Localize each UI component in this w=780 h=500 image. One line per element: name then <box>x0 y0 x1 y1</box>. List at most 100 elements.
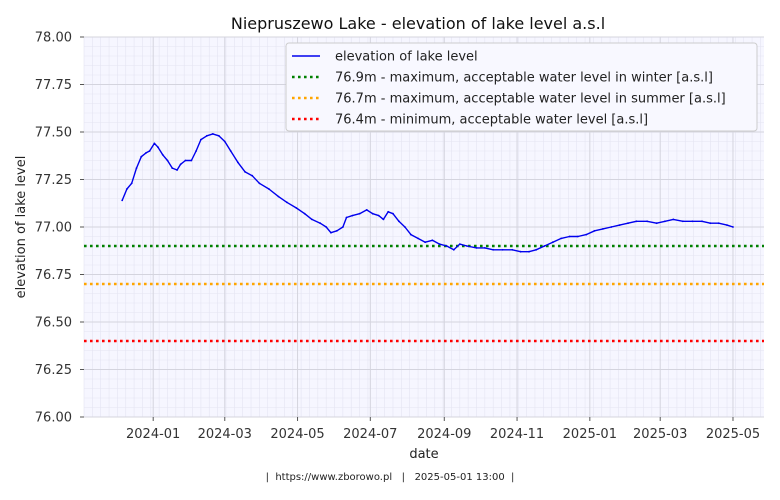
data-point <box>717 222 720 225</box>
data-point <box>519 250 522 253</box>
legend-box <box>285 42 758 132</box>
data-point <box>635 220 638 223</box>
data-point <box>560 237 563 240</box>
data-point <box>166 159 169 162</box>
y-tick-label: 77.50 <box>35 126 72 141</box>
data-point <box>285 201 288 204</box>
data-point <box>135 167 138 170</box>
data-point <box>610 226 613 228</box>
y-axis: 76.00 76.25 76.50 76.75 77.00 77.25 77.50 77.75… <box>35 31 84 426</box>
x-tick-label: 2024-01 <box>126 427 180 442</box>
data-point <box>438 243 441 246</box>
legend-label: 76.7m - maximum, acceptable water level … <box>335 92 726 107</box>
data-point <box>382 218 385 221</box>
x-tick-label: 2025-01 <box>563 427 617 442</box>
data-point <box>211 133 214 135</box>
legend-label: 76.4m - minimum, acceptable water level … <box>335 113 648 128</box>
y-tick-label: 77.25 <box>35 173 72 188</box>
y-axis-label: elevation of lake level <box>14 156 29 299</box>
data-point <box>148 150 151 152</box>
x-tick-label: 2024-07 <box>343 427 397 442</box>
x-tick-label: 2025-03 <box>633 427 687 442</box>
y-tick-label: 77.00 <box>35 221 72 236</box>
data-point <box>528 250 530 253</box>
data-point <box>627 222 629 225</box>
data-point <box>681 220 684 223</box>
legend-label: 76.9m - maximum, acceptable water level … <box>335 71 713 86</box>
data-point <box>392 212 394 215</box>
series-layer <box>121 133 734 253</box>
data-point <box>732 226 734 228</box>
data-point <box>121 199 124 202</box>
data-point <box>358 212 361 215</box>
data-point <box>672 218 675 221</box>
data-point <box>258 182 261 185</box>
data-point <box>140 155 143 158</box>
footer: | https://www.zborowo.pl | 2025-05-01 13… <box>0 472 780 483</box>
data-point <box>445 245 448 247</box>
data-point <box>377 214 380 217</box>
data-point <box>709 222 712 225</box>
data-point <box>398 220 400 223</box>
data-point <box>417 237 419 240</box>
data-point <box>190 159 193 162</box>
data-point <box>341 226 344 228</box>
data-point <box>655 222 658 225</box>
data-point <box>295 207 298 209</box>
data-point <box>195 150 198 152</box>
data-point <box>726 224 728 227</box>
y-tick-label: 76.50 <box>35 316 72 331</box>
data-point <box>543 245 546 247</box>
data-point <box>585 233 588 236</box>
data-point <box>330 231 332 234</box>
data-point <box>387 210 390 213</box>
data-point <box>205 134 208 137</box>
data-point <box>176 169 178 171</box>
data-point <box>371 212 374 215</box>
data-point <box>365 209 368 211</box>
data-point <box>325 226 328 228</box>
data-point <box>701 220 703 223</box>
data-point <box>310 218 313 221</box>
data-point <box>319 222 322 225</box>
data-point <box>452 248 455 251</box>
data-point <box>424 241 427 244</box>
data-point <box>475 247 478 249</box>
data-point <box>511 248 514 251</box>
y-tick-label: 76.00 <box>35 411 72 426</box>
data-point <box>593 229 596 232</box>
data-point <box>153 142 156 145</box>
x-tick-label: 2024-03 <box>198 427 252 442</box>
y-tick-label: 76.75 <box>35 268 72 283</box>
data-point <box>404 226 406 228</box>
y-tick-label: 78.00 <box>35 31 72 46</box>
data-point <box>483 247 486 249</box>
data-point <box>179 163 182 166</box>
x-axis: 2024-01 2024-03 2024-05 2024-07 2024-09 2024-… <box>126 417 760 442</box>
data-point <box>664 220 666 223</box>
data-point <box>336 229 338 232</box>
chart-title: Niepruszewo Lake - elevation of lake lev… <box>231 14 605 33</box>
data-point <box>184 159 187 162</box>
data-point <box>130 182 133 185</box>
data-point <box>602 228 604 230</box>
data-point <box>691 220 694 223</box>
footer-separator: | <box>504 472 515 483</box>
data-point <box>244 171 246 173</box>
x-axis-label: date <box>409 447 438 462</box>
legend: elevation of lake level 76.9m - maximum, … <box>285 42 758 132</box>
data-point <box>466 245 468 247</box>
data-point <box>431 239 434 242</box>
data-point <box>409 233 412 236</box>
data-point <box>646 220 648 223</box>
data-point <box>126 188 128 190</box>
data-point <box>303 212 306 215</box>
data-point <box>345 216 348 219</box>
x-tick-label: 2024-09 <box>417 427 471 442</box>
data-point <box>568 235 571 238</box>
data-point <box>161 153 164 156</box>
data-point <box>236 161 239 164</box>
data-point <box>268 188 270 190</box>
data-point <box>157 146 159 149</box>
data-point <box>535 248 538 251</box>
